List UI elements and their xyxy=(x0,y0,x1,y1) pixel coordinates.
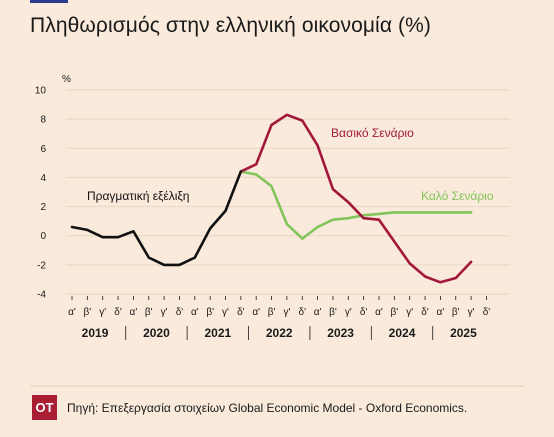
y-tick-label: 0 xyxy=(40,231,46,242)
y-tick-label: 10 xyxy=(35,86,47,97)
x-quarter-label: δ' xyxy=(483,307,491,318)
line-chart: % 10 8 6 4 2 0 -2 -4 α' β' γ' δ' α' β' γ' δ' α' β' γ' δ' α' β'… xyxy=(35,74,510,340)
x-quarter-label: β' xyxy=(268,307,276,318)
x-quarter-label: α' xyxy=(68,307,76,318)
x-year-label: 2025 xyxy=(450,326,477,340)
x-quarter-label: β' xyxy=(84,307,92,318)
x-year-label: 2022 xyxy=(266,326,293,340)
x-quarter-label: γ' xyxy=(222,307,229,318)
x-quarter-label: α' xyxy=(130,307,138,318)
series-line xyxy=(239,113,473,284)
y-tick-label: 6 xyxy=(40,144,46,155)
x-year-label: 2019 xyxy=(82,326,109,340)
x-quarter-label: δ' xyxy=(299,307,307,318)
top-accent-line xyxy=(30,0,68,3)
x-quarter-label: γ' xyxy=(468,307,475,318)
series-label: Καλό Σενάριο xyxy=(421,189,494,203)
publisher-logo: OT xyxy=(32,395,57,420)
x-quarter-label: α' xyxy=(437,307,445,318)
x-quarter-label: γ' xyxy=(283,307,290,318)
series-line xyxy=(239,170,473,240)
x-year-label: 2021 xyxy=(204,326,231,340)
footer-divider xyxy=(30,385,524,387)
y-tick-label: 8 xyxy=(40,115,46,126)
x-quarter-label: δ' xyxy=(421,307,429,318)
x-quarter-label: β' xyxy=(391,307,399,318)
x-quarter-label: β' xyxy=(329,307,337,318)
x-quarter-label: α' xyxy=(314,307,322,318)
x-quarter-label: α' xyxy=(252,307,260,318)
x-quarter-label: δ' xyxy=(360,307,368,318)
series-line xyxy=(70,170,243,267)
x-quarter-label: β' xyxy=(452,307,460,318)
x-year-label: 2023 xyxy=(327,326,354,340)
x-quarter-label: β' xyxy=(206,307,214,318)
x-quarter-label: α' xyxy=(375,307,383,318)
series-label: Πραγματική εξέλιξη xyxy=(87,189,189,203)
y-tick-label: -4 xyxy=(37,290,46,301)
x-quarter-label: δ' xyxy=(237,307,245,318)
x-quarter-label: δ' xyxy=(114,307,122,318)
top-bar xyxy=(0,0,554,5)
x-quarter-label: β' xyxy=(145,307,153,318)
x-year-label: 2020 xyxy=(143,326,170,340)
y-tick-label: 2 xyxy=(40,202,46,213)
x-quarter-label: γ' xyxy=(99,307,106,318)
x-quarter-label: α' xyxy=(191,307,199,318)
source-note: Πηγή: Επεξεργασία στοιχείων Global Econo… xyxy=(67,401,468,415)
x-quarter-label: γ' xyxy=(161,307,168,318)
y-axis-unit-label: % xyxy=(62,74,71,85)
chart-title: Πληθωρισμός στην ελληνική οικονομία (%) xyxy=(30,14,431,37)
x-quarter-label: γ' xyxy=(406,307,413,318)
y-tick-label: 4 xyxy=(40,173,46,184)
x-year-label: 2024 xyxy=(389,326,416,340)
series-label: Βασικό Σενάριο xyxy=(331,126,414,140)
x-quarter-label: γ' xyxy=(345,307,352,318)
y-tick-label: -2 xyxy=(37,260,46,271)
x-quarter-label: δ' xyxy=(176,307,184,318)
